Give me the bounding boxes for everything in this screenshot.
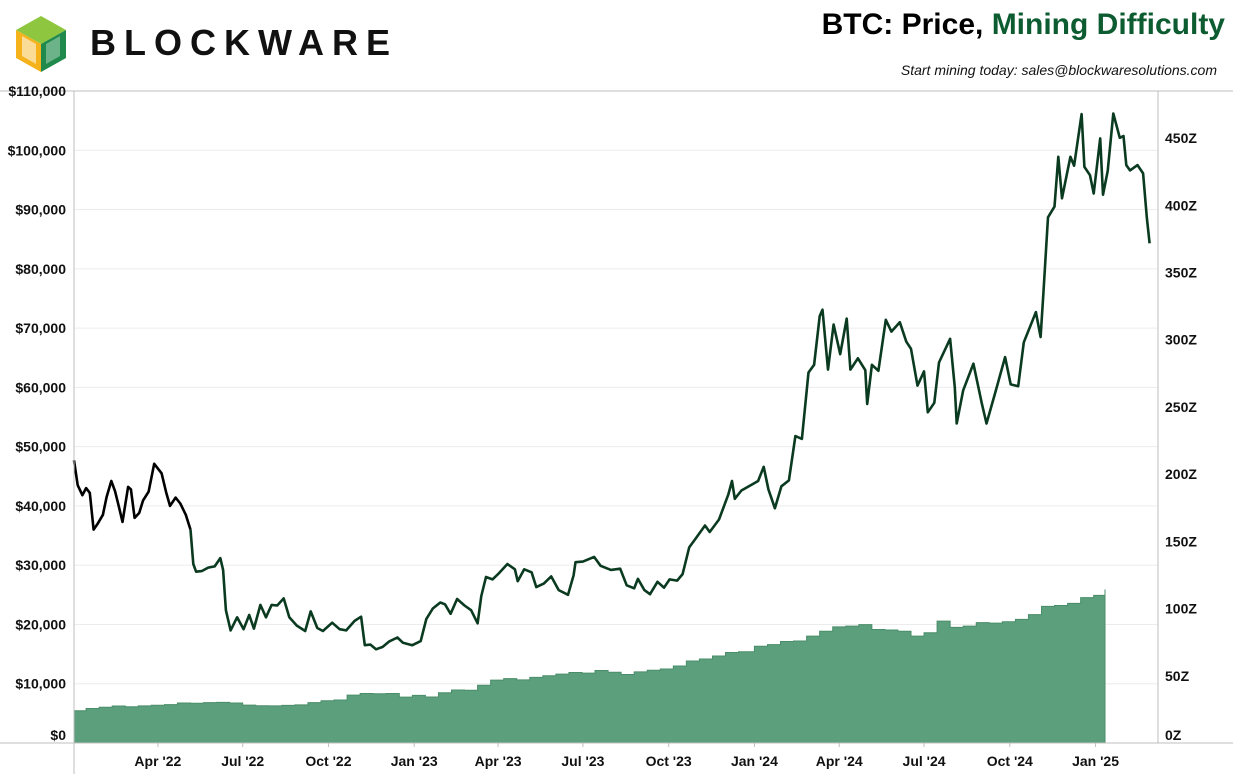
left-tick-label: $100,000 [8,142,67,158]
chart-title: BTC: Price, Mining Difficulty [822,8,1225,42]
x-tick-label: Jan '23 [391,753,438,769]
right-tick-label: 300Z [1165,332,1197,348]
left-tick-label: $80,000 [15,261,66,277]
axes [0,90,1233,774]
brand-name: BLOCKWARE [90,22,398,63]
right-tick-label: 100Z [1165,601,1197,617]
right-tick-label: 250Z [1165,399,1197,415]
x-tick-label: Jul '24 [903,753,946,769]
left-tick-label: $10,000 [15,676,66,692]
x-tick-label: Oct '22 [305,753,351,769]
brand: BLOCKWARE [12,14,398,72]
right-tick-label: 400Z [1165,197,1197,213]
x-tick-label: Jul '22 [221,753,264,769]
x-tick-label: Oct '23 [646,753,692,769]
x-tick-label: Apr '23 [475,753,522,769]
title-price: BTC: Price, [821,8,992,41]
right-tick-label: 50Z [1165,668,1190,684]
left-tick-label: $30,000 [15,557,66,573]
x-tick-label: Jan '24 [731,753,778,769]
left-axis-ticks: $0 $10,000 $20,000 $30,000 $40,000 $50,000 $60… [8,83,67,743]
price-line-over-area [189,112,1151,651]
right-tick-label: 350Z [1165,264,1197,280]
right-axis-ticks: 0Z 50Z 100Z 150Z 200Z 250Z 300Z 350Z 400Z 450Z [1165,130,1197,743]
difficulty-area [73,589,1106,744]
contact-line: Start mining today: sales@blockwaresolut… [900,62,1217,78]
right-tick-label: 0Z [1165,727,1182,743]
x-tick-label: Jan '25 [1072,753,1119,769]
left-tick-label: $40,000 [15,498,66,514]
x-tick-label: Apr '24 [816,753,863,769]
x-tick-label: Apr '22 [134,753,181,769]
price-line-segment [72,460,192,531]
left-tick-label: $60,000 [15,379,66,395]
left-tick-label: $50,000 [15,439,66,455]
right-tick-label: 200Z [1165,466,1197,482]
blockware-logo-icon [16,16,66,72]
x-tick-label: Jul '23 [561,753,604,769]
title-difficulty: Mining Difficulty [991,8,1225,41]
right-tick-label: 450Z [1165,130,1197,146]
left-tick-label: $110,000 [8,83,66,99]
left-tick-label: $90,000 [15,202,66,218]
x-tick-label: Oct '24 [987,753,1033,769]
right-tick-label: 150Z [1165,533,1197,549]
x-axis-ticks: Apr '22 Jul '22 Oct '22 Jan '23 Apr '23 Jul '… [134,743,1119,769]
left-tick-label: $20,000 [15,616,66,632]
left-tick-label: $0 [50,727,66,743]
left-tick-label: $70,000 [15,320,66,336]
